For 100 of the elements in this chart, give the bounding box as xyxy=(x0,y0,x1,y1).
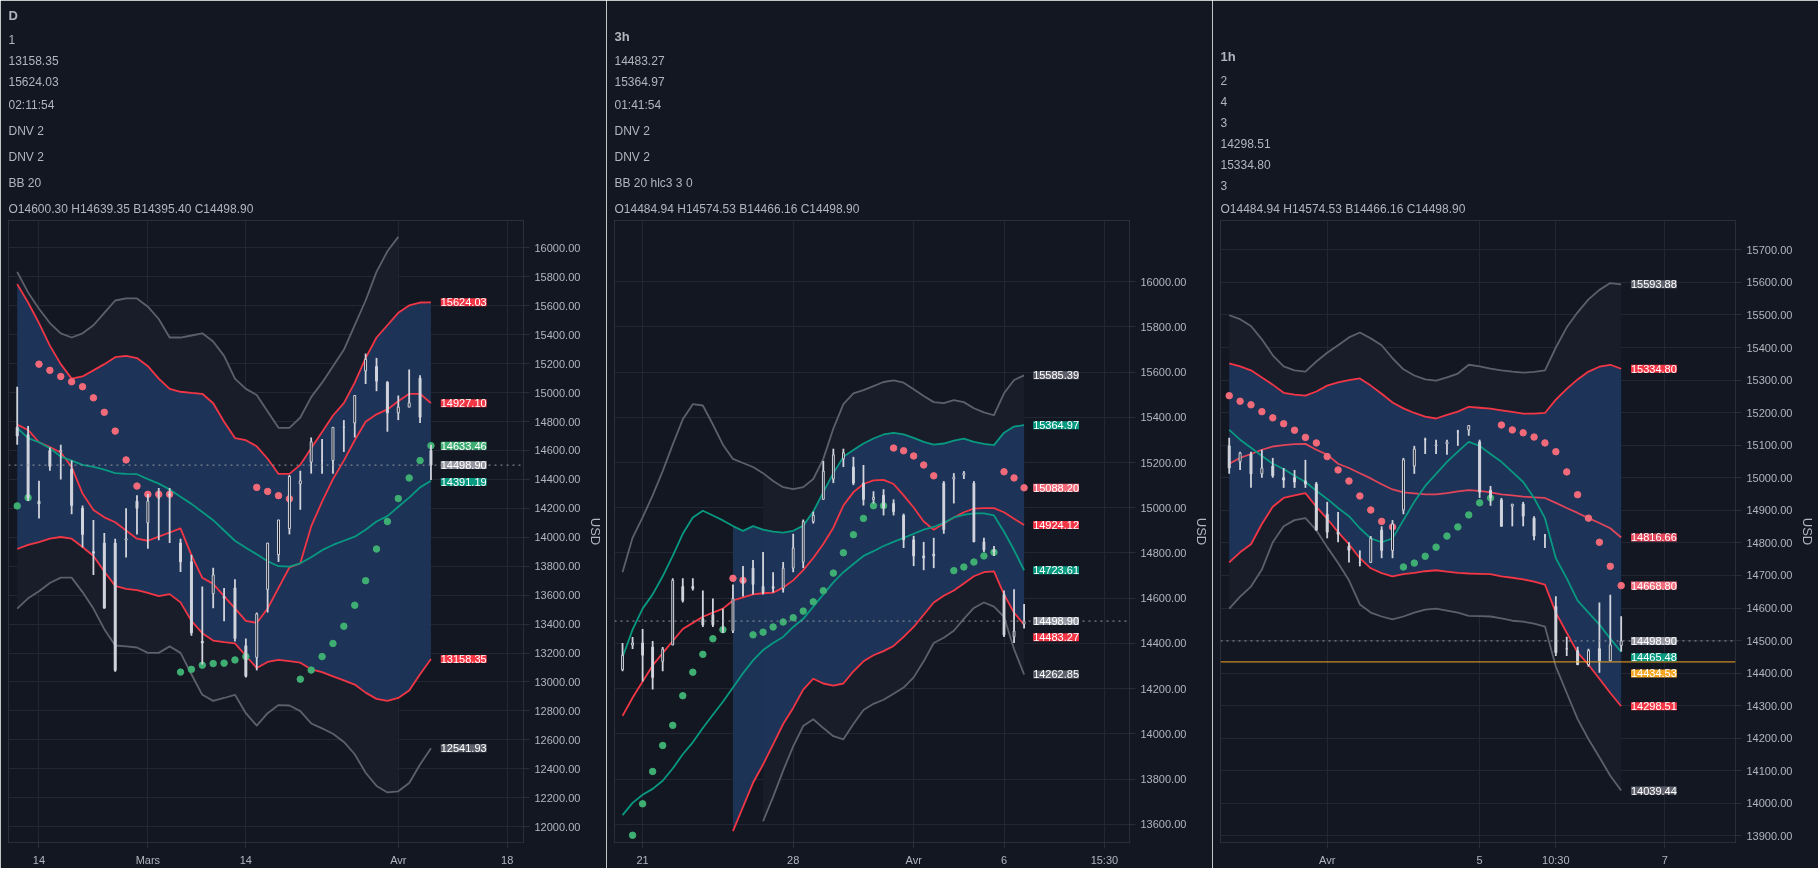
text: DNV 2 xyxy=(614,123,651,138)
data-label: 14924.12 xyxy=(1033,518,1080,531)
y-tick-label: 14200.00 xyxy=(1746,732,1793,745)
y-tick-label: 14700.00 xyxy=(1746,569,1793,582)
ref-line-label: 14498.90 xyxy=(440,459,487,472)
y-tick-label: 14400.00 xyxy=(1140,637,1187,650)
y-axis-title: USD xyxy=(588,517,604,546)
y-tick-label: 15400.00 xyxy=(1140,411,1187,424)
y-tick-label: 13200.00 xyxy=(534,647,581,660)
text: 01:41:54 xyxy=(614,97,662,112)
y-tick-label: 15600.00 xyxy=(1140,366,1187,379)
x-tick-label: 14 xyxy=(239,853,252,866)
text: O14484.94 H14574.53 B14466.16 C14498.90 xyxy=(1220,201,1466,216)
chart-subtitle: 1h xyxy=(1220,48,1236,64)
text: 3 xyxy=(1220,115,1228,130)
text: DNV 2 xyxy=(8,149,45,164)
y-tick-label: 14000.00 xyxy=(1746,797,1793,810)
text: O14600.30 H14639.35 B14395.40 C14498.90 xyxy=(8,201,254,216)
data-label: 14723.61 xyxy=(1033,564,1080,577)
y-tick-label: 14800.00 xyxy=(1746,536,1793,549)
x-tick-label: 6 xyxy=(1000,853,1008,866)
x-tick-label: Mars xyxy=(135,853,161,866)
y-tick-label: 12800.00 xyxy=(534,704,581,717)
x-tick-label: 18 xyxy=(501,853,514,866)
data-label: 12541.93 xyxy=(440,742,487,755)
y-tick-label: 14900.00 xyxy=(1746,504,1793,517)
y-tick-label: 14600.00 xyxy=(1746,602,1793,615)
y-tick-label: 15200.00 xyxy=(534,357,581,370)
data-label: 14483.27 xyxy=(1033,631,1080,644)
y-tick-label: 15600.00 xyxy=(1746,276,1793,289)
x-tick-label: 7 xyxy=(1661,853,1668,866)
y-tick-label: 13400.00 xyxy=(534,618,581,631)
x-tick-label: 10:30 xyxy=(1542,853,1570,866)
data-label: 14633.46 xyxy=(440,439,487,452)
data-label: 14668.80 xyxy=(1630,579,1677,592)
y-tick-label: 14100.00 xyxy=(1746,764,1793,777)
y-tick-label: 14800.00 xyxy=(1140,546,1187,559)
y-tick-label: 14000.00 xyxy=(1140,727,1187,740)
data-label: 15334.80 xyxy=(1630,362,1677,375)
text: 13158.35 xyxy=(8,53,59,68)
text: 14298.51 xyxy=(1220,136,1271,151)
y-tick-label: 15600.00 xyxy=(534,299,581,312)
y-tick-label: 13800.00 xyxy=(534,560,581,573)
data-label: 14816.66 xyxy=(1630,531,1677,544)
y-tick-label: 14200.00 xyxy=(1140,682,1187,695)
chart-subtitle: D xyxy=(8,7,18,23)
x-tick-label: 21 xyxy=(636,853,649,866)
data-label: 15364.97 xyxy=(1033,419,1080,432)
text: 14483.27 xyxy=(614,53,665,68)
ref-line-label: 14434.53 xyxy=(1630,667,1677,680)
data-label: 14262.85 xyxy=(1033,668,1080,681)
x-tick-label: Avr xyxy=(1319,853,1336,866)
ref-line-label: 14498.90 xyxy=(1630,634,1677,647)
x-tick-label: Avr xyxy=(905,853,923,866)
y-tick-label: 15000.00 xyxy=(1746,471,1793,484)
data-label: 13158.35 xyxy=(440,653,487,666)
y-tick-label: 14400.00 xyxy=(534,473,581,486)
y-tick-label: 12200.00 xyxy=(534,791,581,804)
y-tick-label: 15100.00 xyxy=(1746,439,1793,452)
y-tick-label: 13600.00 xyxy=(534,589,581,602)
x-tick-label: 15:30 xyxy=(1090,853,1119,866)
y-axis-title: USD xyxy=(1800,517,1816,546)
y-tick-label: 14800.00 xyxy=(534,415,581,428)
text: 4 xyxy=(1220,94,1228,109)
y-tick-label: 16000.00 xyxy=(534,241,581,254)
data-label: 15624.03 xyxy=(440,296,487,309)
data-label: 14039.44 xyxy=(1630,784,1677,797)
x-tick-label: 5 xyxy=(1476,853,1483,866)
y-tick-label: 15000.00 xyxy=(1140,501,1187,514)
y-tick-label: 15200.00 xyxy=(1140,456,1187,469)
y-tick-label: 14200.00 xyxy=(534,502,581,515)
text: DNV 2 xyxy=(614,149,651,164)
y-tick-label: 15800.00 xyxy=(1140,320,1187,333)
y-tick-label: 14000.00 xyxy=(534,531,581,544)
x-tick-label: 28 xyxy=(787,853,800,866)
y-tick-label: 15000.00 xyxy=(534,386,581,399)
y-tick-label: 14300.00 xyxy=(1746,699,1793,712)
text: 1 xyxy=(8,32,16,47)
x-tick-label: Avr xyxy=(390,853,407,866)
text: O14484.94 H14574.53 B14466.16 C14498.90 xyxy=(614,201,860,216)
text: 2 xyxy=(1220,73,1228,88)
x-tick-label: 14 xyxy=(32,853,46,866)
text: 3 xyxy=(1220,178,1228,193)
y-tick-label: 15800.00 xyxy=(534,270,581,283)
y-tick-label: 12600.00 xyxy=(534,733,581,746)
data-label: 14391.19 xyxy=(440,475,487,488)
y-tick-label: 15700.00 xyxy=(1746,243,1793,256)
y-tick-label: 14500.00 xyxy=(1746,634,1793,647)
y-tick-label: 13900.00 xyxy=(1746,829,1793,842)
y-tick-label: 15400.00 xyxy=(534,328,581,341)
text: DNV 2 xyxy=(8,123,45,138)
y-tick-label: 14600.00 xyxy=(1140,592,1187,605)
data-label: 14298.51 xyxy=(1630,700,1677,713)
y-tick-label: 14400.00 xyxy=(1746,667,1793,680)
text: 15364.97 xyxy=(614,74,665,89)
y-tick-label: 13800.00 xyxy=(1140,773,1187,786)
y-tick-label: 14600.00 xyxy=(534,444,581,457)
y-tick-label: 15300.00 xyxy=(1746,374,1793,387)
data-label: 14927.10 xyxy=(440,397,487,410)
text: 15334.80 xyxy=(1220,157,1271,172)
